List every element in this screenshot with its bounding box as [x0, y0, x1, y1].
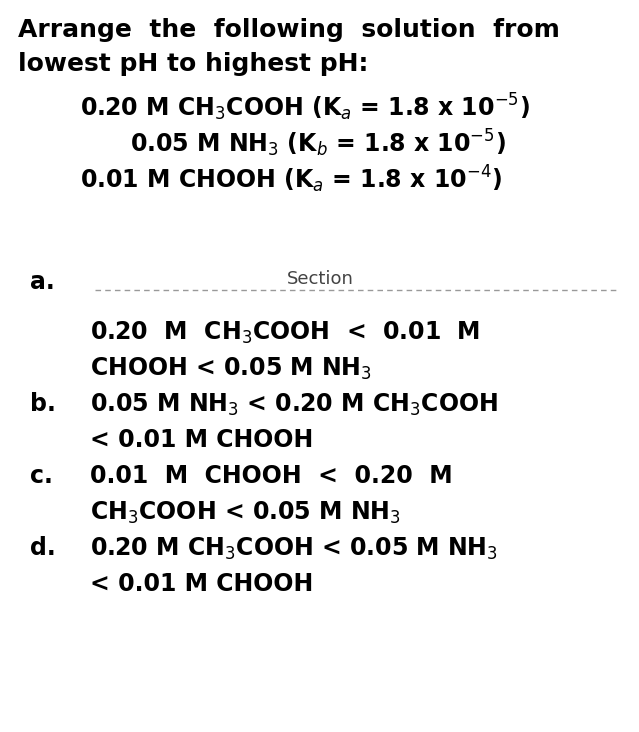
- Text: < 0.01 M CHOOH: < 0.01 M CHOOH: [90, 572, 313, 596]
- Text: 0.01 M CHOOH (K$_a$ = 1.8 x 10$^{-4}$): 0.01 M CHOOH (K$_a$ = 1.8 x 10$^{-4}$): [80, 164, 502, 195]
- Text: < 0.01 M CHOOH: < 0.01 M CHOOH: [90, 428, 313, 452]
- Text: CH$_3$COOH < 0.05 M NH$_3$: CH$_3$COOH < 0.05 M NH$_3$: [90, 500, 401, 526]
- Text: 0.20  M  CH$_3$COOH  <  0.01  M: 0.20 M CH$_3$COOH < 0.01 M: [90, 320, 481, 346]
- Text: 0.20 M CH$_3$COOH < 0.05 M NH$_3$: 0.20 M CH$_3$COOH < 0.05 M NH$_3$: [90, 536, 498, 562]
- Text: a.: a.: [30, 270, 55, 294]
- Text: c.: c.: [30, 464, 53, 488]
- Text: d.: d.: [30, 536, 56, 560]
- Text: CHOOH < 0.05 M NH$_3$: CHOOH < 0.05 M NH$_3$: [90, 356, 372, 382]
- Text: 0.01  M  CHOOH  <  0.20  M: 0.01 M CHOOH < 0.20 M: [90, 464, 452, 488]
- Text: Arrange  the  following  solution  from: Arrange the following solution from: [18, 18, 560, 42]
- Text: Section: Section: [286, 270, 353, 288]
- Text: 0.05 M NH$_3$ (K$_b$ = 1.8 x 10$^{-5}$): 0.05 M NH$_3$ (K$_b$ = 1.8 x 10$^{-5}$): [130, 128, 505, 160]
- Text: 0.05 M NH$_3$ < 0.20 M CH$_3$COOH: 0.05 M NH$_3$ < 0.20 M CH$_3$COOH: [90, 392, 498, 418]
- Text: lowest pH to highest pH:: lowest pH to highest pH:: [18, 52, 368, 76]
- Text: 0.20 M CH$_3$COOH (K$_a$ = 1.8 x 10$^{-5}$): 0.20 M CH$_3$COOH (K$_a$ = 1.8 x 10$^{-5…: [80, 92, 530, 124]
- Text: b.: b.: [30, 392, 56, 416]
